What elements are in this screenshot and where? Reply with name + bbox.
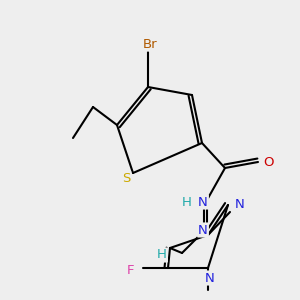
Text: N: N xyxy=(205,272,215,284)
Text: N: N xyxy=(235,199,245,212)
Text: F: F xyxy=(127,263,135,277)
Text: N: N xyxy=(198,224,208,236)
Text: O: O xyxy=(263,155,273,169)
Text: H: H xyxy=(157,248,167,262)
Text: H: H xyxy=(182,196,192,208)
Text: N: N xyxy=(198,196,208,208)
Text: S: S xyxy=(122,172,130,184)
Text: Br: Br xyxy=(143,38,157,50)
